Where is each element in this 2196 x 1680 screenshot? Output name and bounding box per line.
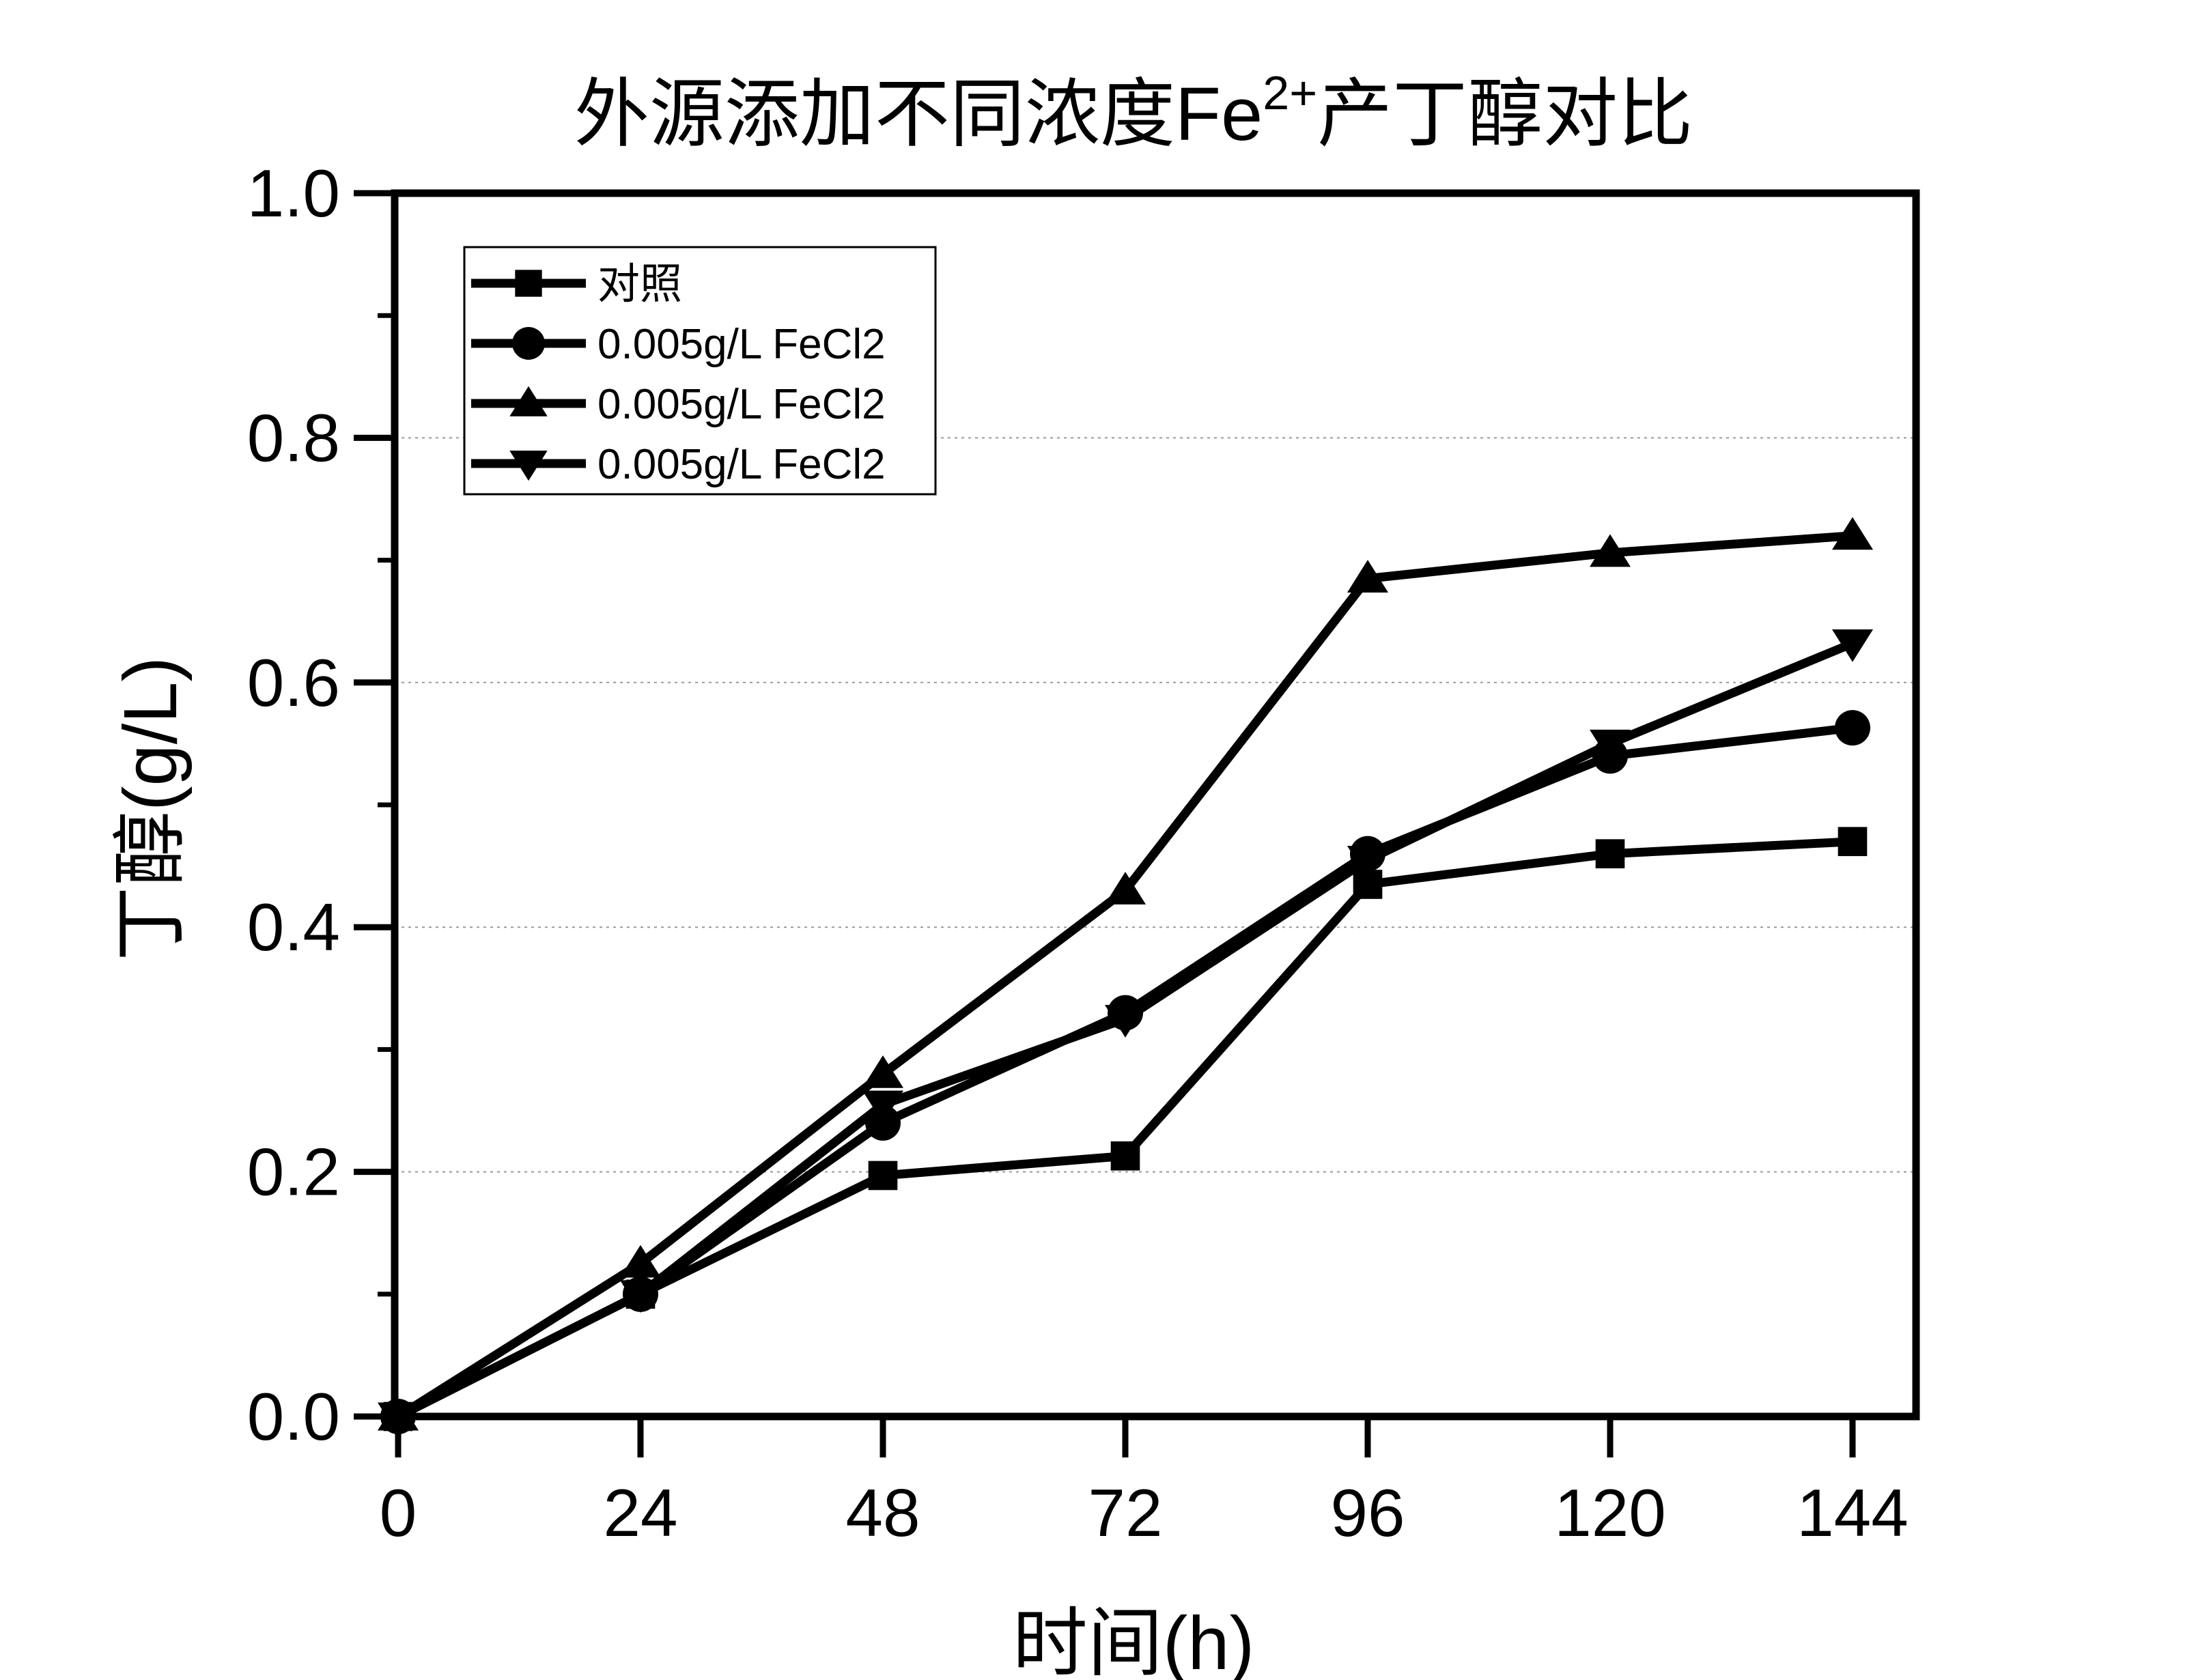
data-point-0-6 xyxy=(1838,827,1868,857)
data-point-3-4 xyxy=(1347,846,1389,879)
legend: 对照 0.005g/L FeCl2 0.005g/L FeCl2 0.005g/L F… xyxy=(463,246,937,496)
data-point-0-2 xyxy=(868,1161,898,1191)
data-point-3-0 xyxy=(377,1402,419,1436)
x-tick-label-1: 24 xyxy=(603,1475,677,1550)
data-point-3-3 xyxy=(1104,1005,1146,1038)
legend-entry-0: 对照 xyxy=(471,261,682,308)
data-point-3-5 xyxy=(1589,729,1631,763)
data-point-2-1 xyxy=(619,1244,662,1278)
x-tick-label-5: 120 xyxy=(1554,1475,1666,1550)
data-point-3-2 xyxy=(862,1090,904,1124)
chart-title-suffix: 产丁醇对比 xyxy=(1317,72,1693,156)
series-2 xyxy=(377,517,1874,1431)
tick-labels: 0.0 0.2 0.4 0.6 0.8 1.0 0 24 48 72 96 120 144 xyxy=(247,156,1909,1550)
axes xyxy=(354,189,1920,1457)
y-tick-label-5: 1.0 xyxy=(247,156,340,231)
data-point-1-6 xyxy=(1835,710,1870,746)
legend-marker-3 xyxy=(509,451,548,481)
data-point-2-3 xyxy=(1104,872,1146,905)
series-lines xyxy=(377,517,1874,1436)
series-0 xyxy=(383,827,1868,1432)
y-tick-label-3: 0.6 xyxy=(247,645,340,720)
x-tick-label-0: 0 xyxy=(380,1475,417,1550)
x-tick-label-3: 72 xyxy=(1088,1475,1162,1550)
series-1 xyxy=(380,710,1870,1434)
data-point-3-1 xyxy=(619,1280,662,1313)
chart-title-main: 外源添加不同浓度Fe xyxy=(574,72,1263,156)
x-tick-label-4: 96 xyxy=(1330,1475,1405,1550)
data-point-2-2 xyxy=(862,1055,904,1088)
legend-entry-2: 0.005g/L FeCl2 xyxy=(471,381,886,428)
legend-label-3: 0.005g/L FeCl2 xyxy=(597,441,886,488)
y-tick-label-0: 0.0 xyxy=(247,1379,340,1454)
data-point-0-3 xyxy=(1110,1141,1140,1171)
y-tick-label-4: 0.8 xyxy=(247,400,340,475)
y-axis-title: 丁醇(g/L) xyxy=(109,657,193,961)
x-tick-label-2: 48 xyxy=(845,1475,920,1550)
x-tick-label-6: 144 xyxy=(1797,1475,1909,1550)
legend-marker-0 xyxy=(515,270,542,297)
legend-label-1: 0.005g/L FeCl2 xyxy=(597,321,886,368)
legend-marker-1 xyxy=(512,327,545,360)
y-tick-label-1: 0.2 xyxy=(247,1135,340,1210)
chart-title: 外源添加不同浓度Fe2+产丁醇对比 xyxy=(574,66,1693,156)
data-point-2-6 xyxy=(1831,517,1874,550)
legend-entry-3: 0.005g/L FeCl2 xyxy=(471,441,886,488)
legend-label-2: 0.005g/L FeCl2 xyxy=(597,381,886,428)
series-3 xyxy=(377,629,1874,1436)
data-point-3-6 xyxy=(1831,629,1874,662)
chart-title-superscript: 2+ xyxy=(1263,66,1317,119)
legend-label-0: 对照 xyxy=(597,261,682,308)
data-point-2-5 xyxy=(1589,534,1631,567)
series-line-2 xyxy=(395,531,1853,1421)
data-point-0-5 xyxy=(1595,839,1625,868)
legend-marker-2 xyxy=(509,386,548,416)
x-axis-title: 时间(h) xyxy=(1013,1601,1254,1680)
y-tick-label-2: 0.4 xyxy=(247,889,340,965)
data-point-2-4 xyxy=(1347,560,1389,593)
legend-entry-1: 0.005g/L FeCl2 xyxy=(471,321,886,368)
series-line-1 xyxy=(396,723,1853,1421)
